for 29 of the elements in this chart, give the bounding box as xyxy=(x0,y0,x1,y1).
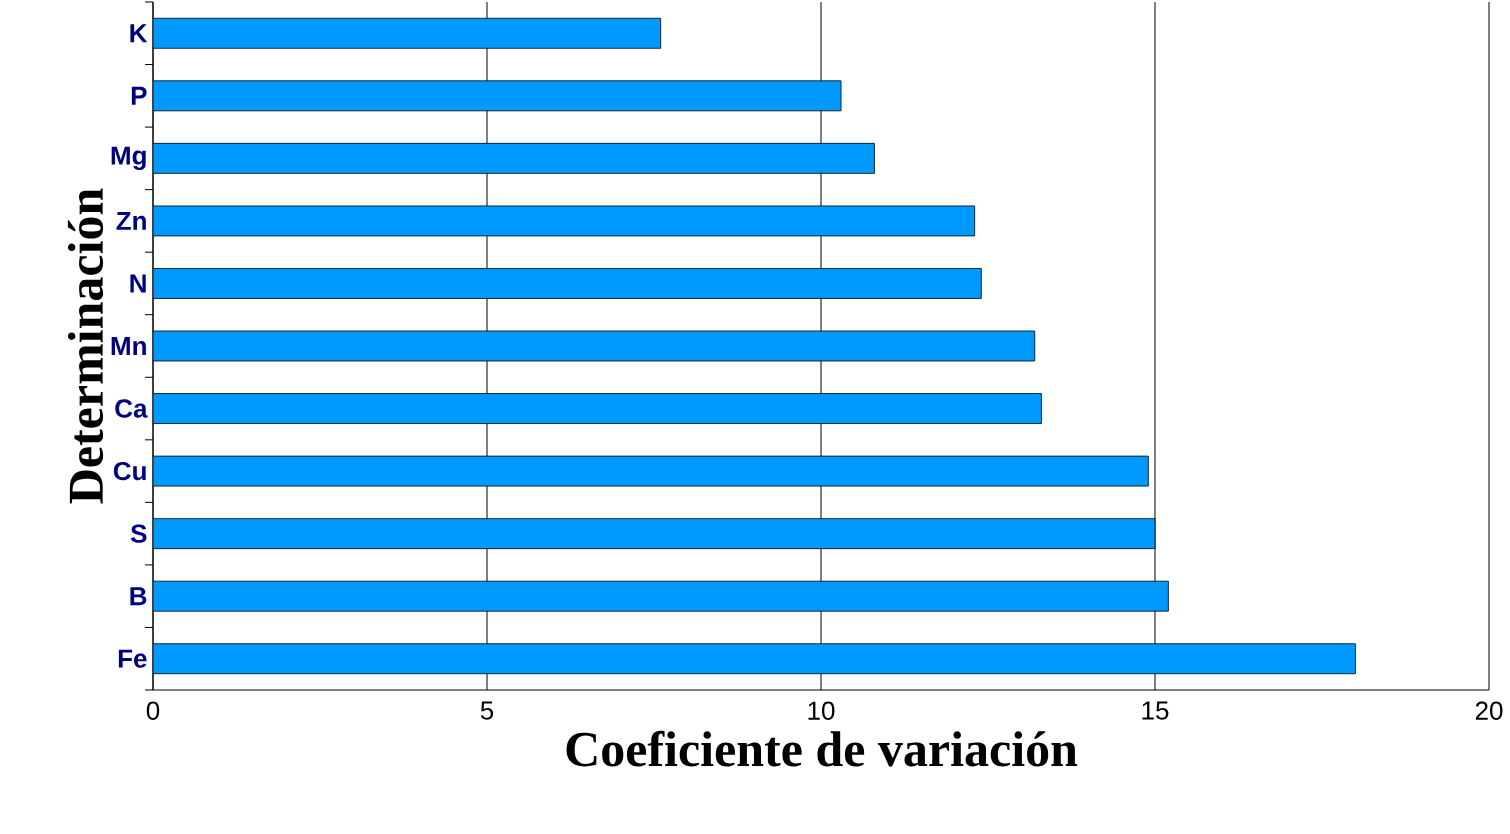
x-tick-label: 15 xyxy=(1142,701,1169,720)
bar xyxy=(153,330,1036,362)
y-tick-label: S xyxy=(130,524,147,543)
x-axis-title: Coeficiente de variación xyxy=(566,730,1078,767)
bar xyxy=(153,205,976,237)
bar xyxy=(153,643,1356,675)
y-tick-label: Ca xyxy=(115,399,148,418)
bar xyxy=(153,80,842,112)
y-tick-label: N xyxy=(130,274,146,293)
x-tick-label: 20 xyxy=(1475,701,1503,720)
bar xyxy=(153,518,1156,550)
bar xyxy=(153,455,1149,487)
bar xyxy=(153,142,875,174)
x-tick-label: 10 xyxy=(808,701,835,720)
bar xyxy=(153,268,982,299)
bar xyxy=(153,393,1042,424)
bar xyxy=(153,17,662,49)
y-tick-label: Mn xyxy=(111,337,146,355)
y-axis-title: Determinación xyxy=(67,188,104,504)
y-tick-label: B xyxy=(130,587,147,606)
y-tick-label: Fe xyxy=(118,649,147,668)
y-tick-label: P xyxy=(131,86,147,105)
x-tick-label: 5 xyxy=(480,701,494,720)
y-tick-label: Zn xyxy=(116,211,146,230)
y-tick-label: Mg xyxy=(111,146,146,171)
y-tick-label: K xyxy=(130,24,148,43)
bar xyxy=(153,580,1169,612)
x-tick-label: 0 xyxy=(146,701,160,720)
y-tick-label: Cu xyxy=(113,461,146,481)
